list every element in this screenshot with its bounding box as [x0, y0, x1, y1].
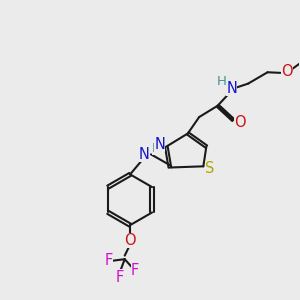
Text: F: F	[115, 270, 124, 285]
Text: N: N	[154, 137, 165, 152]
Text: O: O	[281, 64, 293, 79]
Text: H: H	[152, 142, 162, 155]
Text: S: S	[205, 161, 214, 176]
Text: N: N	[226, 81, 237, 96]
Text: N: N	[139, 147, 150, 162]
Text: F: F	[131, 263, 139, 278]
Text: H: H	[216, 75, 226, 88]
Text: F: F	[105, 253, 113, 268]
Text: O: O	[124, 233, 136, 248]
Text: O: O	[234, 115, 246, 130]
